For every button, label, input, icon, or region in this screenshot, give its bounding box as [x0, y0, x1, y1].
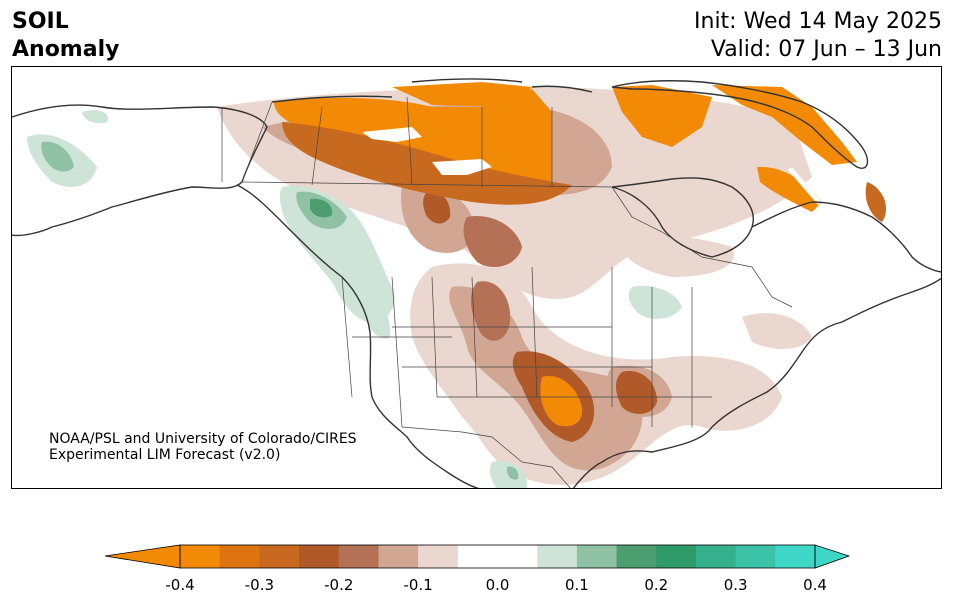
map-canvas [12, 78, 941, 488]
dry-dark-arkansas [616, 371, 657, 414]
colorbar-segment [537, 545, 578, 568]
colorbar-segment [259, 545, 300, 568]
dry-strong-hudson [757, 166, 822, 212]
state-lines [341, 266, 712, 428]
dry-strong-ungava [865, 182, 887, 222]
colorbar-segment [656, 545, 697, 568]
mask-great-bear [432, 159, 492, 175]
colorbar-tick-label: -0.2 [324, 576, 354, 594]
coast-arctic-islands [271, 78, 593, 103]
coast-bc [236, 184, 480, 488]
wet-oregon [367, 297, 391, 339]
colorbar-over-arrow [814, 544, 851, 569]
colorbar-segment [457, 545, 498, 568]
wet-anomaly-shading [27, 110, 682, 488]
init-date: Init: Wed 14 May 2025 [694, 9, 942, 34]
colorbar-segment [735, 545, 776, 568]
colorbar-tick-label: 0.4 [803, 576, 827, 594]
mask-baffin-line [788, 167, 822, 205]
dry-dark-wyoming [470, 281, 511, 341]
colorbar-segment [576, 545, 618, 568]
dry-strong-greenland-w [612, 85, 712, 147]
dry-dark-montana [463, 216, 522, 267]
colorbar-tick-label: 0.3 [723, 576, 748, 594]
border-us-canada [241, 181, 793, 308]
colorbar-segment [378, 545, 419, 568]
colorbar-segment [616, 545, 657, 568]
valid-date: Valid: 07 Jun – 13 Jun [710, 37, 942, 62]
colorbar-segment [418, 545, 459, 568]
wet-mexico-core [506, 466, 519, 480]
dry-halo-ne [742, 313, 812, 349]
masked-areas [362, 127, 822, 205]
colorbar-tick-label: 0.2 [644, 576, 669, 594]
wet-arctic-alaska [82, 110, 108, 124]
colorbar-segment [695, 545, 737, 568]
colorbar-segments [180, 545, 816, 568]
borders [221, 96, 793, 488]
map-title: SOIL Anomaly [12, 8, 119, 64]
colorbar-tick-label: -0.3 [244, 576, 275, 594]
colorbar-segment [338, 545, 379, 568]
title-type: Anomaly [12, 37, 120, 62]
colorbar-tick-label: 0.1 [564, 576, 589, 594]
wet-greatlakes [628, 285, 682, 319]
wet-alaska-core [41, 141, 74, 172]
colorbar-outline [179, 544, 816, 569]
colorbar-tick-label: 0.0 [485, 576, 510, 594]
dry-halo-east [621, 235, 734, 277]
colorbar-segment [775, 545, 816, 568]
dry-strong-oklahoma [540, 376, 583, 427]
dry-strong-greenland-e [712, 85, 857, 165]
credit-line-1: NOAA/PSL and University of Colorado/CIRE… [49, 431, 357, 447]
dry-strong-arctic-2 [392, 82, 532, 107]
mask-victoria [362, 127, 422, 142]
coast-gulf [572, 277, 941, 488]
credit-text: NOAA/PSL and University of Colorado/CIRE… [49, 431, 357, 463]
dry-dark-sask [423, 191, 451, 224]
colorbar-segment [219, 545, 260, 568]
wet-bc-core [310, 198, 333, 218]
dry-dark-canada-band [282, 122, 572, 205]
colorbar-tick-label: -0.1 [403, 576, 433, 594]
colorbar-tick-label: -0.4 [165, 576, 195, 594]
coast-hudson [611, 177, 754, 258]
coast-labrador [751, 201, 941, 273]
credit-line-2: Experimental LIM Forecast (v2.0) [49, 447, 281, 463]
colorbar-segment [497, 545, 538, 568]
forecast-dates: Init: Wed 14 May 2025 Valid: 07 Jun – 13… [694, 8, 942, 64]
colorbar-under-arrow [104, 544, 181, 569]
province-lines [241, 96, 553, 187]
border-us-mexico [401, 426, 571, 488]
coastlines [12, 78, 941, 488]
colorbar-ticks: -0.4 -0.3 -0.2 -0.1 0.0 0.1 0.2 0.3 0.4 [0, 576, 954, 596]
colorbar-segment [299, 545, 340, 568]
colorbar-segment [180, 545, 221, 568]
title-variable: SOIL [12, 9, 69, 34]
coast-greenland [611, 80, 869, 169]
colorbar [104, 544, 851, 569]
map-panel [11, 66, 942, 489]
